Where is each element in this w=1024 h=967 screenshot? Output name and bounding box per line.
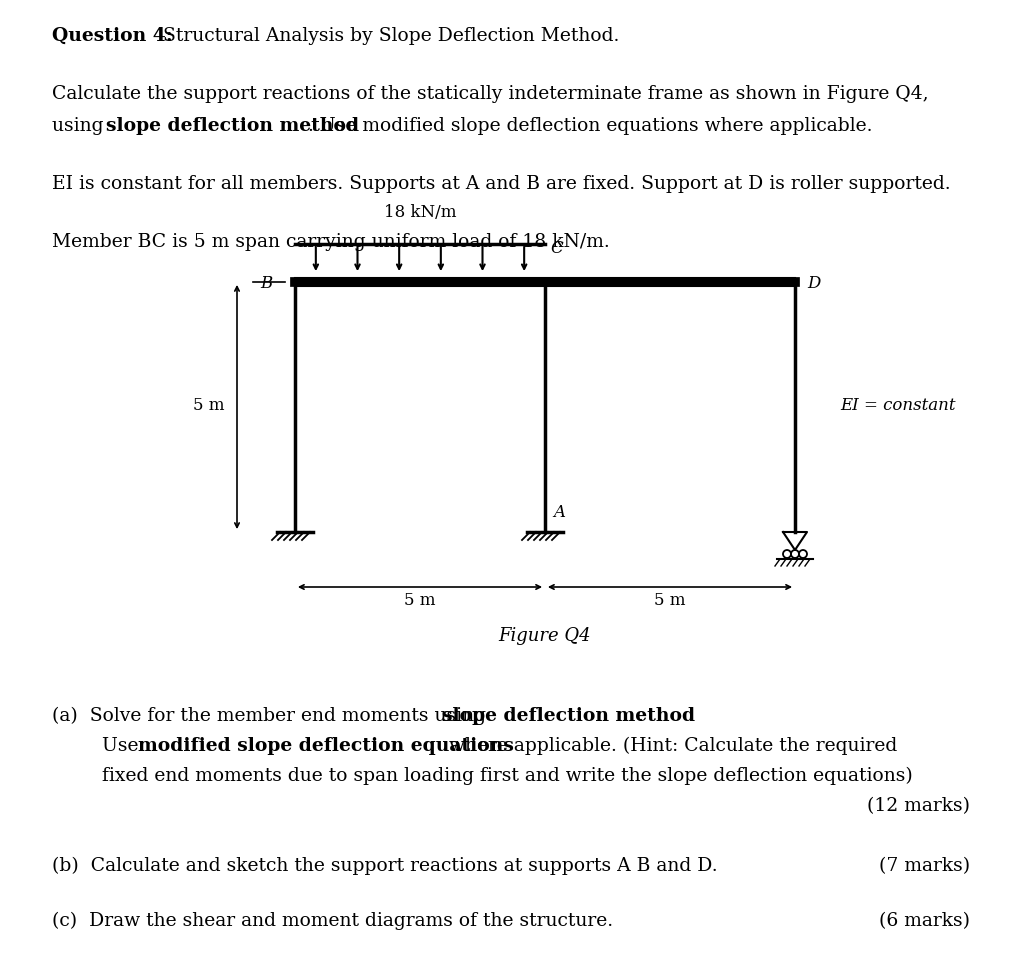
- Text: Use: Use: [102, 737, 144, 755]
- Text: Figure Q4: Figure Q4: [499, 627, 591, 645]
- Text: fixed end moments due to span loading first and write the slope deflection equat: fixed end moments due to span loading fi…: [102, 767, 912, 785]
- Text: Structural Analysis by Slope Deflection Method.: Structural Analysis by Slope Deflection …: [157, 27, 620, 45]
- Text: 18 kN/m: 18 kN/m: [384, 204, 457, 221]
- Text: (6 marks): (6 marks): [879, 912, 970, 930]
- Text: (a)  Solve for the member end moments using: (a) Solve for the member end moments usi…: [52, 707, 492, 725]
- Text: slope deflection method: slope deflection method: [442, 707, 695, 725]
- Text: where applicable. (Hint: Calculate the required: where applicable. (Hint: Calculate the r…: [443, 737, 897, 755]
- Text: Member BC is 5 m span carrying uniform load of 18 kN/m.: Member BC is 5 m span carrying uniform l…: [52, 233, 609, 251]
- Text: modified slope deflection equations: modified slope deflection equations: [138, 737, 514, 755]
- Text: . Use modified slope deflection equations where applicable.: . Use modified slope deflection equation…: [308, 117, 872, 135]
- Text: A: A: [553, 504, 565, 521]
- Text: 5 m: 5 m: [654, 592, 686, 609]
- Text: Calculate the support reactions of the statically indeterminate frame as shown i: Calculate the support reactions of the s…: [52, 85, 929, 103]
- Text: (12 marks): (12 marks): [867, 797, 970, 815]
- Text: C: C: [550, 240, 563, 257]
- Text: slope deflection method: slope deflection method: [106, 117, 359, 135]
- Text: (b)  Calculate and sketch the support reactions at supports A B and D.: (b) Calculate and sketch the support rea…: [52, 857, 718, 875]
- Text: B: B: [261, 275, 273, 292]
- Text: (7 marks): (7 marks): [879, 857, 970, 875]
- Text: 5 m: 5 m: [194, 397, 224, 414]
- Text: EI = constant: EI = constant: [840, 397, 955, 414]
- Text: EI is constant for all members. Supports at A and B are fixed. Support at D is r: EI is constant for all members. Supports…: [52, 175, 950, 193]
- Text: (c)  Draw the shear and moment diagrams of the structure.: (c) Draw the shear and moment diagrams o…: [52, 912, 613, 930]
- Text: Question 4:: Question 4:: [52, 27, 173, 45]
- Text: D: D: [807, 275, 820, 292]
- Text: using: using: [52, 117, 110, 135]
- Text: 5 m: 5 m: [404, 592, 436, 609]
- Text: .: .: [637, 707, 643, 725]
